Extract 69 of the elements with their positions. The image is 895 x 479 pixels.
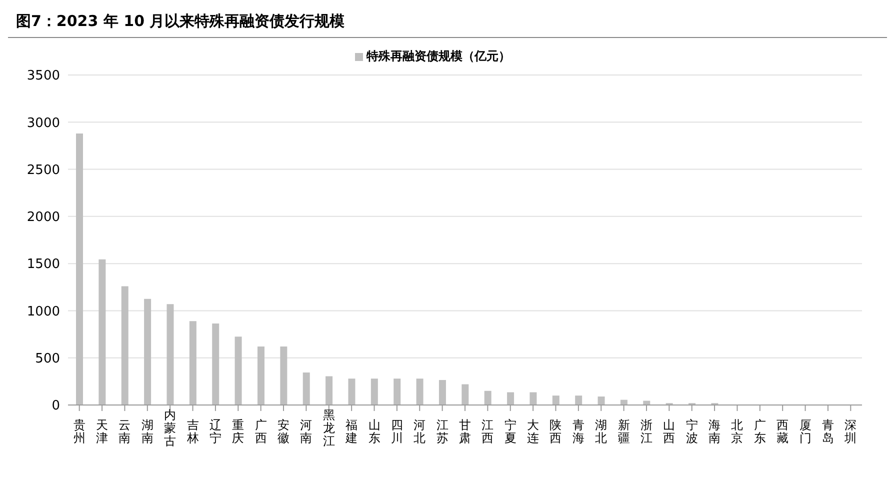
x-tick-label: 内蒙古 bbox=[164, 408, 176, 448]
x-tick-label: 四川 bbox=[390, 418, 403, 445]
y-tick-label: 3000 bbox=[26, 116, 60, 131]
x-tick-label: 天津 bbox=[96, 418, 108, 445]
bar bbox=[257, 346, 264, 405]
legend-label: 特殊再融资债规模（亿元） bbox=[366, 49, 510, 63]
y-tick-label: 3500 bbox=[26, 68, 60, 84]
x-tick-label: 安徽 bbox=[278, 418, 290, 445]
y-tick-label: 0 bbox=[52, 398, 60, 414]
bar bbox=[394, 378, 401, 405]
bar bbox=[234, 336, 242, 405]
x-tick-label: 江苏 bbox=[436, 418, 448, 445]
x-tick-label: 辽宁 bbox=[209, 418, 222, 445]
x-tick-label: 海南 bbox=[708, 418, 721, 445]
y-tick-label: 1500 bbox=[26, 257, 60, 272]
x-tick-label: 厦门 bbox=[799, 418, 812, 445]
y-tick-label: 2500 bbox=[26, 162, 60, 178]
x-tick-label: 江西 bbox=[482, 418, 494, 445]
bar bbox=[438, 380, 446, 405]
x-tick-label: 甘肃 bbox=[459, 418, 471, 445]
bar bbox=[598, 396, 605, 405]
x-tick-label: 黑龙江 bbox=[322, 408, 335, 448]
x-tick-label: 宁夏 bbox=[504, 418, 516, 445]
y-tick-label: 1000 bbox=[26, 304, 60, 320]
bar bbox=[280, 346, 288, 405]
x-tick-label: 山西 bbox=[663, 418, 676, 445]
bar bbox=[552, 396, 560, 405]
x-tick-label: 深圳 bbox=[844, 418, 857, 445]
y-tick-label: 500 bbox=[35, 351, 60, 366]
x-tick-label: 湖北 bbox=[595, 418, 608, 445]
x-tick-label: 新疆 bbox=[618, 418, 630, 445]
bar bbox=[507, 392, 514, 405]
x-tick-label: 广东 bbox=[754, 418, 766, 445]
bar bbox=[189, 321, 196, 405]
bar bbox=[212, 323, 220, 405]
x-tick-label: 河北 bbox=[414, 418, 426, 445]
x-tick-label: 广西 bbox=[254, 418, 267, 445]
x-tick-label: 河南 bbox=[300, 418, 312, 445]
x-tick-label: 青海 bbox=[572, 418, 584, 445]
x-tick-label: 贵州 bbox=[73, 418, 86, 445]
x-tick-label: 宁波 bbox=[686, 418, 698, 445]
bar bbox=[302, 372, 310, 405]
bar bbox=[575, 396, 582, 405]
bar bbox=[144, 298, 152, 405]
chart-title: 图7：2023 年 10 月以来特殊再融资债发行规模 bbox=[8, 8, 887, 38]
bar bbox=[76, 133, 83, 405]
bar bbox=[166, 304, 174, 405]
x-tick-label: 山东 bbox=[368, 418, 380, 445]
bar bbox=[484, 390, 492, 405]
x-tick-label: 浙江 bbox=[640, 418, 652, 445]
bar bbox=[370, 378, 378, 405]
x-tick-label: 福建 bbox=[344, 418, 358, 445]
x-tick-label: 湖南 bbox=[141, 418, 154, 445]
x-tick-label: 陕西 bbox=[550, 418, 562, 445]
x-tick-label: 重庆 bbox=[232, 418, 244, 445]
bar bbox=[462, 384, 469, 405]
bar bbox=[98, 259, 106, 405]
bar bbox=[326, 376, 333, 405]
x-tick-label: 云南 bbox=[118, 418, 131, 445]
x-tick-label: 北京 bbox=[731, 418, 744, 445]
bar bbox=[348, 378, 356, 405]
bar bbox=[121, 286, 128, 405]
x-tick-label: 西藏 bbox=[776, 418, 789, 445]
bar bbox=[530, 392, 537, 405]
x-tick-label: 大连 bbox=[527, 418, 540, 445]
x-tick-label: 吉林 bbox=[186, 418, 199, 445]
x-tick-label: 青岛 bbox=[822, 418, 834, 445]
y-tick-label: 2000 bbox=[26, 210, 60, 226]
bar bbox=[416, 378, 424, 405]
